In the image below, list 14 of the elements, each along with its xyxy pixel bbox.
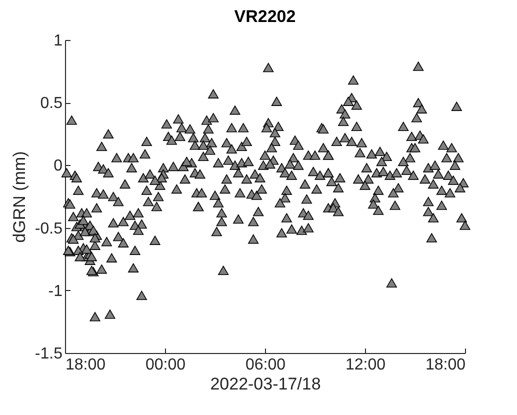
- y-tick-label: -0.5: [34, 220, 63, 238]
- y-tick-label: 0: [54, 158, 63, 175]
- x-tick-label: 12:00: [345, 356, 386, 374]
- y-tick-label: -1: [48, 282, 63, 300]
- x-tick-label: 18:00: [425, 356, 466, 374]
- y-tick-label: -1.5: [34, 346, 63, 362]
- y-tick-label: 1: [54, 32, 63, 50]
- x-axis-title: 2022-03-17/18: [210, 374, 321, 394]
- x-tick-label: 18:00: [66, 356, 106, 374]
- y-axis-title: dGRN (mm): [10, 151, 29, 243]
- x-tick-label: 06:00: [245, 356, 286, 374]
- y-tick-label: 0.5: [40, 95, 63, 112]
- x-tick-label: 00:00: [145, 356, 186, 374]
- chart-title: VR2202: [234, 7, 296, 26]
